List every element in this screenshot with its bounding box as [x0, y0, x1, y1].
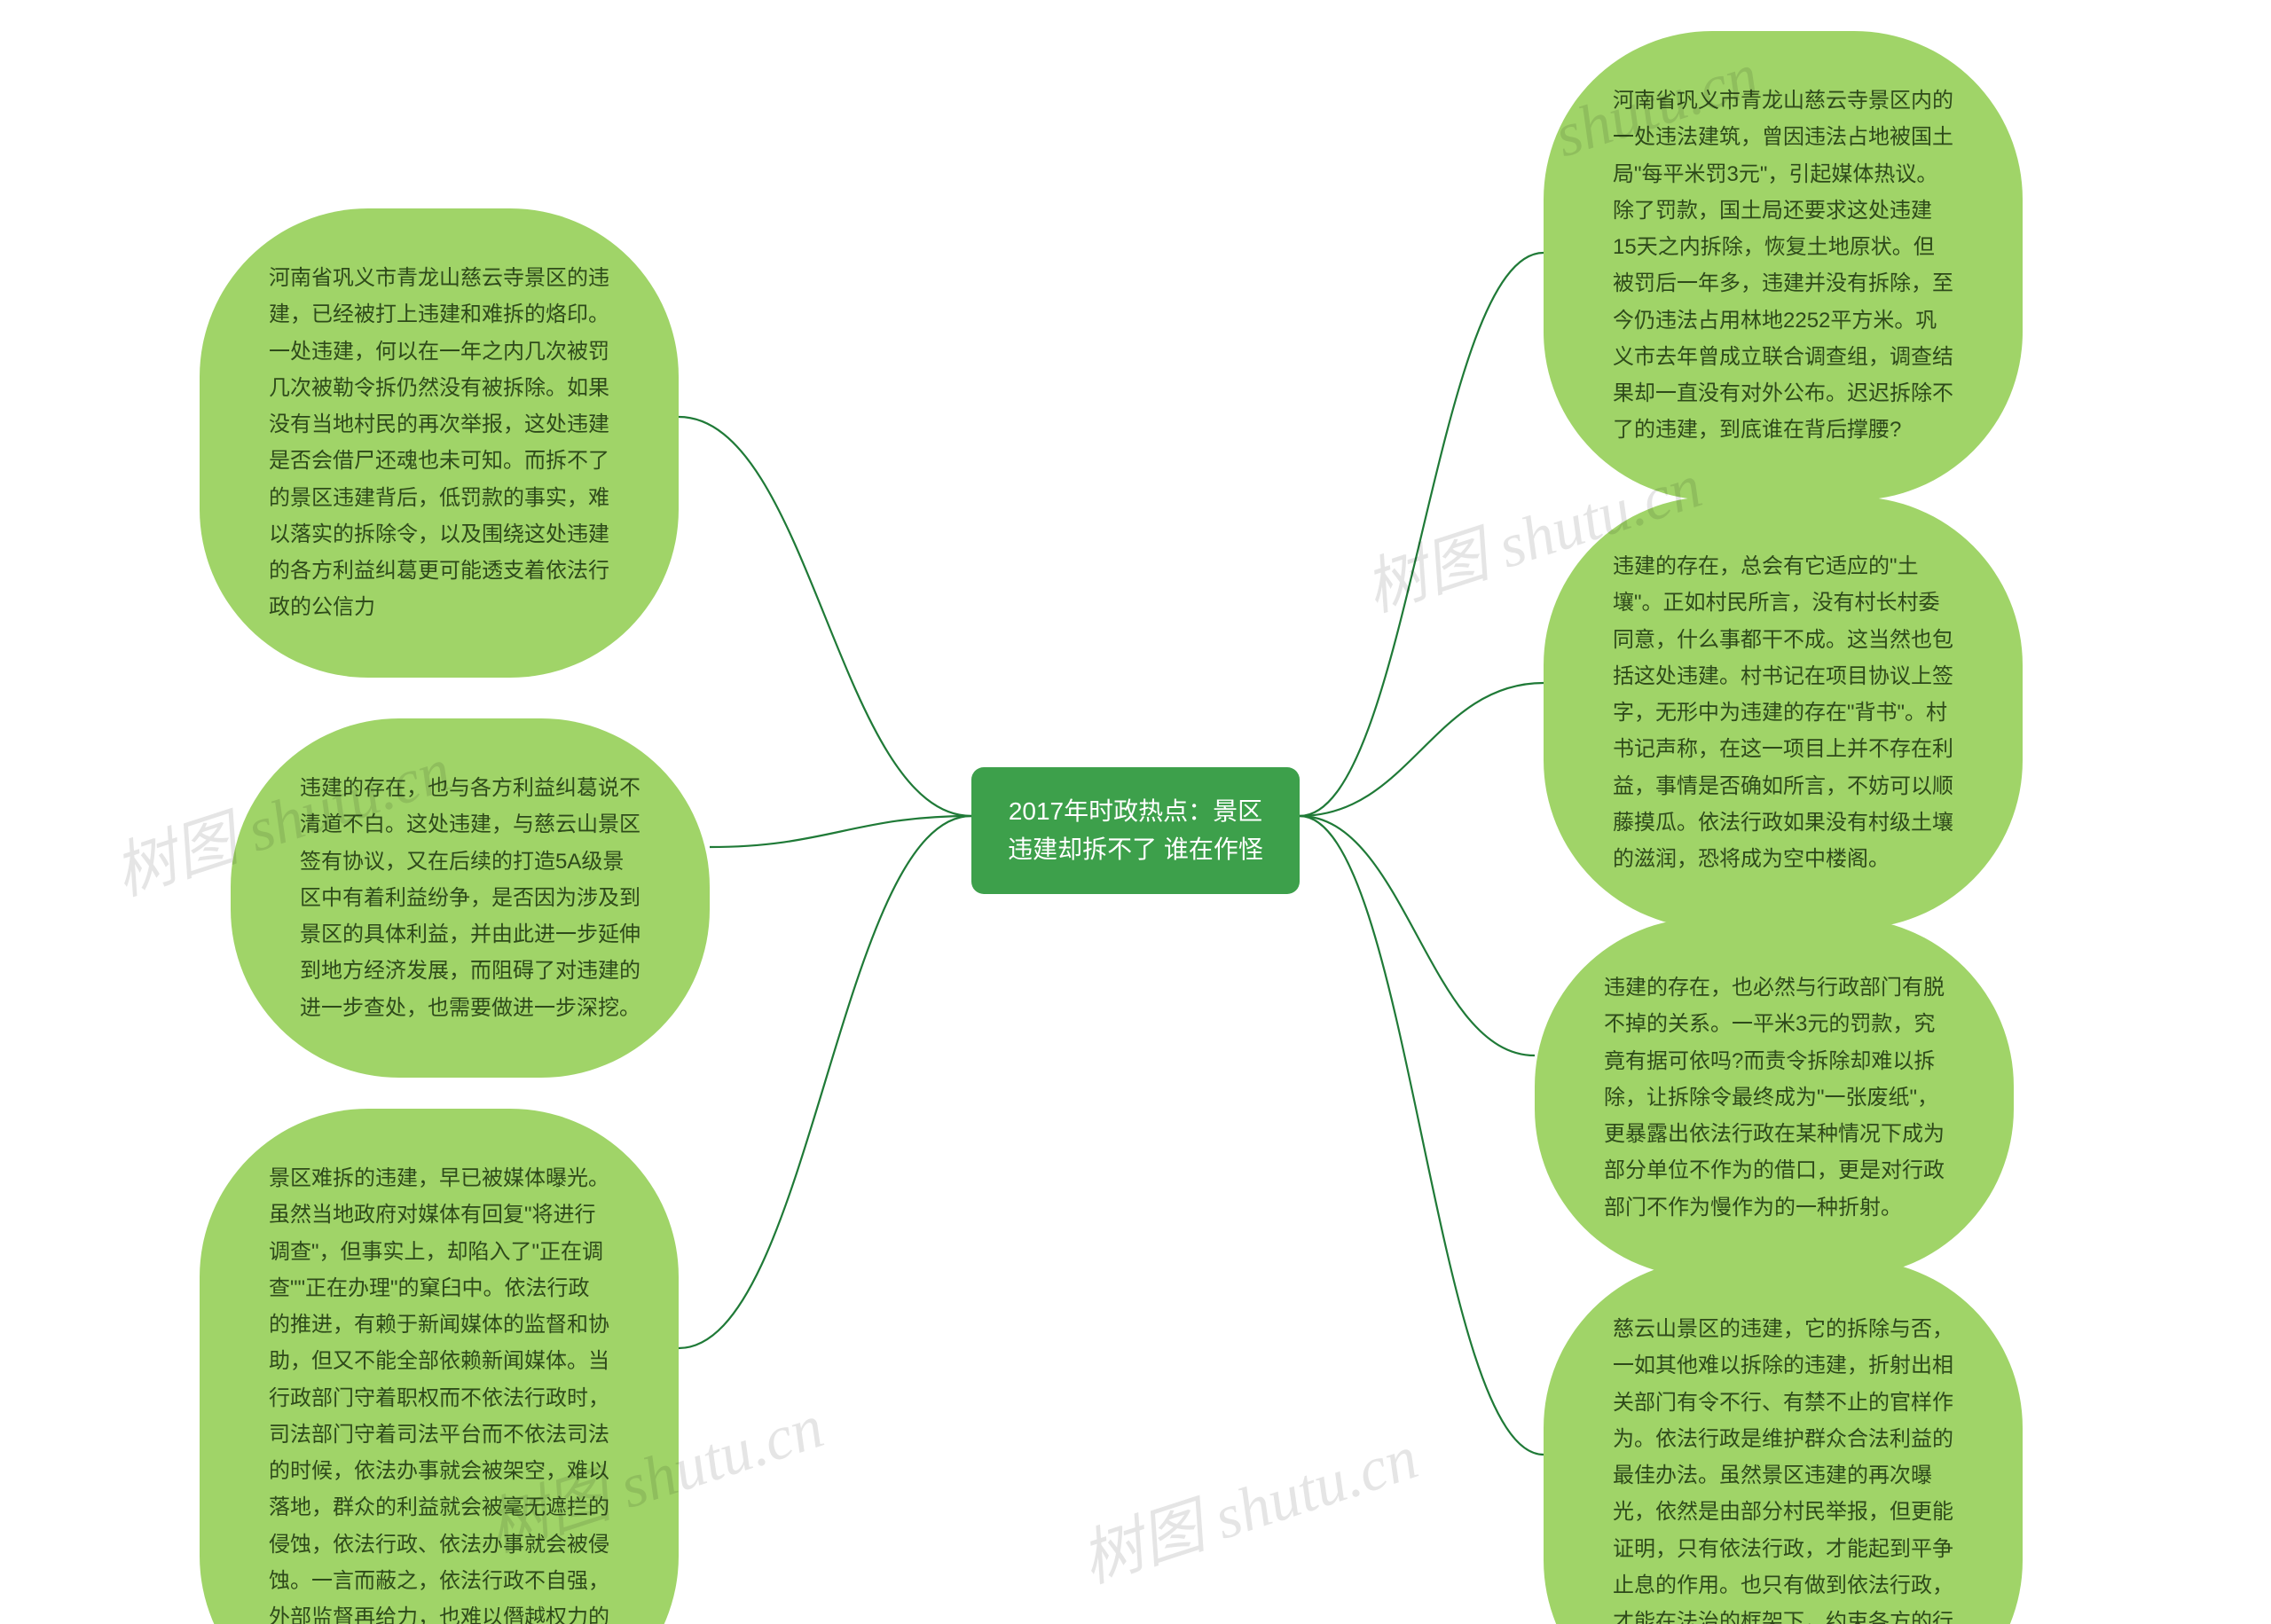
- leaf-r3: 违建的存在，也必然与行政部门有脱不掉的关系。一平米3元的罚款，究竟有据可依吗?而…: [1535, 918, 2014, 1277]
- leaf-l3: 景区难拆的违建，早已被媒体曝光。虽然当地政府对媒体有回复"将进行调查"，但事实上…: [200, 1109, 679, 1624]
- mindmap-canvas: 2017年时政热点：景区违建却拆不了 谁在作怪 河南省巩义市青龙山慈云寺景区的违…: [0, 0, 2271, 1624]
- leaf-r1: 河南省巩义市青龙山慈云寺景区内的一处违法建筑，曾因违法占地被国土局"每平米罚3元…: [1544, 31, 2023, 500]
- center-node: 2017年时政热点：景区违建却拆不了 谁在作怪: [971, 767, 1300, 894]
- leaf-l1: 河南省巩义市青龙山慈云寺景区的违建，已经被打上违建和难拆的烙印。一处违建，何以在…: [200, 208, 679, 678]
- leaf-text: 河南省巩义市青龙山慈云寺景区的违建，已经被打上违建和难拆的烙印。一处违建，何以在…: [269, 266, 609, 619]
- leaf-text: 慈云山景区的违建，它的拆除与否，一如其他难以拆除的违建，折射出相关部门有令不行、…: [1613, 1317, 1953, 1624]
- leaf-l2: 违建的存在，也与各方利益纠葛说不清道不白。这处违建，与慈云山景区签有协议，又在后…: [231, 718, 710, 1078]
- watermark: 树图 shutu.cn: [1068, 1408, 1427, 1600]
- connector: [1300, 816, 1544, 1455]
- connector: [1300, 683, 1544, 816]
- connector: [710, 816, 971, 847]
- connector: [679, 816, 971, 1348]
- connector: [1300, 816, 1535, 1055]
- leaf-text: 景区难拆的违建，早已被媒体曝光。虽然当地政府对媒体有回复"将进行调查"，但事实上…: [269, 1166, 609, 1624]
- leaf-text: 违建的存在，也必然与行政部门有脱不掉的关系。一平米3元的罚款，究竟有据可依吗?而…: [1604, 976, 1945, 1220]
- connector: [679, 417, 971, 816]
- connector: [1300, 253, 1544, 816]
- center-title: 2017年时政热点：景区违建却拆不了 谁在作怪: [1008, 797, 1263, 863]
- leaf-text: 违建的存在，也与各方利益纠葛说不清道不白。这处违建，与慈云山景区签有协议，又在后…: [300, 776, 640, 1020]
- leaf-text: 河南省巩义市青龙山慈云寺景区内的一处违法建筑，曾因违法占地被国土局"每平米罚3元…: [1613, 89, 1953, 442]
- leaf-text: 违建的存在，总会有它适应的"土壤"。正如村民所言，没有村长村委同意，什么事都干不…: [1613, 554, 1953, 871]
- leaf-r4: 慈云山景区的违建，它的拆除与否，一如其他难以拆除的违建，折射出相关部门有令不行、…: [1544, 1259, 2023, 1624]
- leaf-r2: 违建的存在，总会有它适应的"土壤"。正如村民所言，没有村长村委同意，什么事都干不…: [1544, 497, 2023, 929]
